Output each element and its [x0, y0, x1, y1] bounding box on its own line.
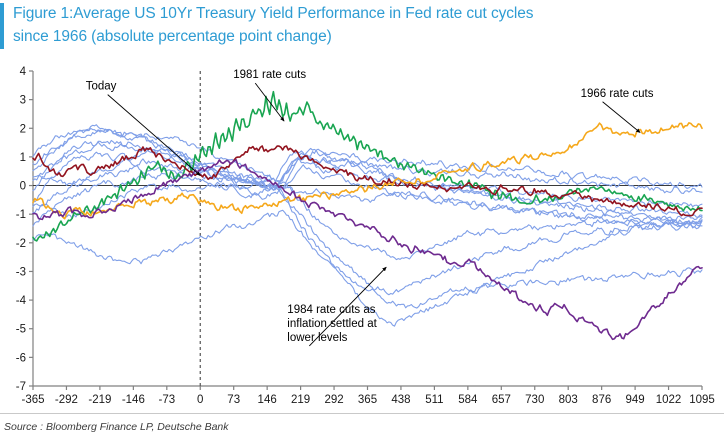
x-tick-label: 876 — [592, 394, 611, 406]
y-tick-label: 2 — [20, 123, 26, 135]
footer-divider — [0, 413, 724, 414]
annotation-label: Today — [86, 81, 117, 93]
x-tick-label: 73 — [227, 394, 240, 406]
series-line — [32, 165, 703, 309]
x-tick-label: 292 — [324, 394, 343, 406]
chart-annotation: Today — [86, 81, 201, 176]
chart-annotation: 1966 rate cuts — [581, 88, 654, 133]
series-line — [32, 148, 703, 195]
series-line — [32, 122, 703, 220]
y-tick-label: -1 — [16, 209, 26, 221]
chart-annotation: 1981 rate cuts — [233, 69, 306, 122]
y-tick-label: 1 — [20, 152, 26, 164]
x-tick-label: 438 — [391, 394, 410, 406]
x-tick-label: 219 — [291, 394, 310, 406]
figure-title-block: Figure 1:Average US 10Yr Treasury Yield … — [0, 2, 724, 54]
series-line — [32, 169, 703, 261]
x-tick-label: 1095 — [689, 394, 715, 406]
x-tick-label: 146 — [258, 394, 277, 406]
annotation-label: 1984 rate cuts as — [287, 304, 375, 316]
title-accent-bar — [0, 3, 4, 49]
x-tick-label: 657 — [492, 394, 511, 406]
series-line — [32, 141, 703, 327]
y-tick-label: -2 — [16, 238, 26, 250]
figure-title: Figure 1:Average US 10Yr Treasury Yield … — [13, 5, 534, 45]
series-line — [32, 145, 703, 217]
x-tick-label: 511 — [425, 394, 443, 406]
series-line — [32, 159, 703, 341]
x-tick-label: -365 — [21, 394, 44, 406]
x-tick-label: -292 — [55, 394, 78, 406]
x-tick-label: -146 — [122, 394, 145, 406]
x-tick-label: 730 — [525, 394, 544, 406]
y-tick-label: -4 — [16, 295, 27, 307]
series-line — [32, 127, 703, 226]
x-tick-label: 1022 — [656, 394, 682, 406]
x-tick-label: 365 — [358, 394, 377, 406]
y-tick-label: -3 — [16, 266, 26, 278]
x-tick-label: -73 — [158, 394, 175, 406]
series-line — [32, 90, 703, 242]
y-tick-label: -5 — [16, 324, 26, 336]
annotation-label: 1966 rate cuts — [581, 88, 654, 100]
x-tick-label: 803 — [559, 394, 578, 406]
source-note: Source : Bloomberg Finance LP, Deutsche … — [4, 421, 229, 433]
series-line — [32, 209, 703, 296]
x-tick-label: 949 — [626, 394, 645, 406]
series-line — [32, 151, 703, 218]
annotation-leader-arrow — [254, 82, 285, 122]
y-tick-label: -6 — [16, 352, 26, 364]
y-tick-label: 0 — [20, 181, 26, 193]
annotation-leader-arrow — [308, 266, 387, 347]
x-tick-label: 584 — [458, 394, 478, 406]
annotation-leader-arrow — [602, 101, 641, 133]
y-tick-label: -7 — [16, 381, 26, 393]
x-tick-label: 0 — [197, 394, 203, 406]
series-line — [32, 128, 703, 191]
y-tick-label: 4 — [20, 66, 27, 78]
annotation-label: inflation settled at — [287, 318, 377, 330]
x-tick-label: -219 — [88, 394, 111, 406]
annotation-label: 1981 rate cuts — [233, 69, 306, 81]
y-tick-label: 3 — [20, 95, 26, 107]
annotation-leader-arrow — [107, 94, 201, 176]
